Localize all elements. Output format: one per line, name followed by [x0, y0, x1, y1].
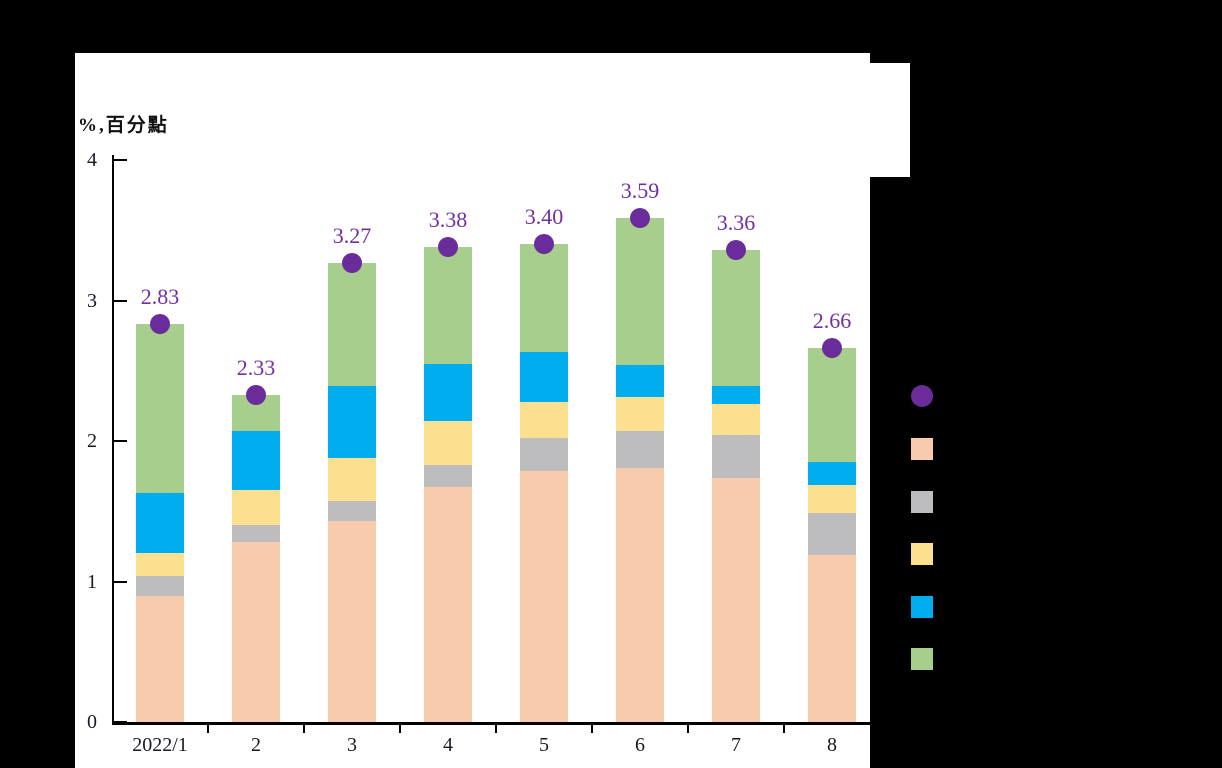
total-marker-dot	[726, 239, 746, 260]
y-tick	[114, 299, 127, 302]
bar-segment-component-blue	[712, 386, 760, 405]
y-tick-label: 1	[87, 570, 97, 593]
bar-segment-component-gray	[136, 575, 184, 596]
total-marker-dot	[150, 314, 170, 335]
bar-segment-component-peach	[232, 542, 280, 722]
bar-segment-component-gray	[616, 431, 664, 468]
x-category-label: 5	[539, 734, 549, 756]
y-axis	[112, 155, 114, 725]
total-marker-dot	[822, 338, 842, 359]
legend-gray-series-marker-swatch	[911, 491, 933, 513]
x-tick	[399, 725, 401, 733]
y-tick-label: 2	[87, 430, 97, 452]
bar-segment-component-blue	[424, 363, 472, 422]
total-marker-dot	[438, 237, 458, 258]
bar-segment-component-peach	[616, 467, 664, 722]
x-category-label: 7	[731, 734, 741, 756]
bar-segment-component-yellow	[520, 401, 568, 439]
bar-segment-component-yellow	[808, 484, 856, 513]
x-tick	[687, 725, 689, 733]
bar-segment-component-green	[424, 247, 472, 364]
bar-segment-component-gray	[808, 512, 856, 555]
bar-segment-component-yellow	[136, 553, 184, 576]
x-category-label: 2022/1	[132, 734, 188, 756]
bar-segment-component-peach	[520, 470, 568, 722]
chart-panel-notch	[870, 63, 910, 177]
bar-segment-component-yellow	[232, 490, 280, 526]
total-value-label: 3.59	[620, 177, 660, 203]
bar-segment-component-peach	[136, 595, 184, 722]
y-tick-label: 3	[87, 289, 97, 312]
bar-segment-component-peach	[712, 477, 760, 722]
bar-segment-component-gray	[424, 464, 472, 488]
y-tick	[114, 580, 127, 583]
bar-segment-component-gray	[520, 438, 568, 471]
total-value-label: 3.27	[332, 222, 372, 248]
y-tick-label: 4	[87, 149, 97, 171]
bar-segment-component-blue	[520, 352, 568, 402]
bar-segment-component-yellow	[616, 397, 664, 432]
legend-yellow-series-marker-swatch	[911, 543, 933, 565]
y-tick	[114, 721, 127, 723]
bar-segment-component-blue	[136, 492, 184, 554]
total-value-label: 3.40	[524, 204, 564, 230]
bar-segment-component-peach	[424, 487, 472, 722]
bar-segment-component-green	[712, 249, 760, 387]
bar-segment-component-blue	[232, 431, 280, 491]
total-value-label: 3.38	[428, 207, 468, 233]
y-tick-label: 0	[87, 711, 97, 733]
x-axis	[112, 722, 870, 725]
x-category-label: 4	[443, 734, 453, 756]
bar-segment-component-gray	[712, 435, 760, 478]
bar-segment-component-peach	[808, 554, 856, 722]
legend-green-series-marker-swatch	[911, 648, 933, 670]
total-value-label: 2.83	[140, 284, 180, 310]
x-category-label: 2	[251, 734, 261, 756]
x-tick	[207, 725, 209, 733]
bar-segment-component-yellow	[424, 421, 472, 465]
total-marker-dot	[246, 384, 266, 405]
bar-segment-component-yellow	[328, 457, 376, 502]
bar-segment-component-green	[808, 348, 856, 463]
y-tick	[114, 159, 127, 161]
total-value-label: 3.36	[716, 209, 756, 235]
x-tick	[783, 725, 785, 733]
bar-segment-component-gray	[232, 525, 280, 543]
x-category-label: 3	[347, 734, 357, 756]
bar-segment-component-blue	[808, 462, 856, 485]
bar-segment-component-green	[136, 324, 184, 493]
bar-segment-component-green	[328, 262, 376, 387]
total-marker-dot	[342, 252, 362, 273]
y-axis-unit-label: %,百分點	[78, 115, 169, 136]
total-marker-dot	[534, 234, 554, 255]
total-marker-dot	[630, 207, 650, 228]
bar-segment-component-blue	[616, 365, 664, 398]
bar-segment-component-gray	[328, 501, 376, 522]
legend-peach-series-marker-swatch	[911, 438, 933, 460]
legend-blue-series-marker-swatch	[911, 596, 933, 618]
bar-segment-component-blue	[328, 386, 376, 458]
x-tick	[303, 725, 305, 733]
legend-total-marker-icon	[911, 385, 933, 407]
bar-segment-component-yellow	[712, 404, 760, 436]
x-tick	[591, 725, 593, 733]
x-category-label: 6	[635, 734, 645, 756]
bar-segment-component-green	[616, 217, 664, 366]
total-value-label: 2.66	[812, 308, 852, 334]
y-tick	[114, 440, 127, 442]
x-category-label: 8	[827, 734, 837, 756]
total-value-label: 2.33	[236, 354, 276, 380]
bar-segment-component-peach	[328, 521, 376, 722]
bar-segment-component-green	[520, 244, 568, 353]
x-tick	[495, 725, 497, 733]
